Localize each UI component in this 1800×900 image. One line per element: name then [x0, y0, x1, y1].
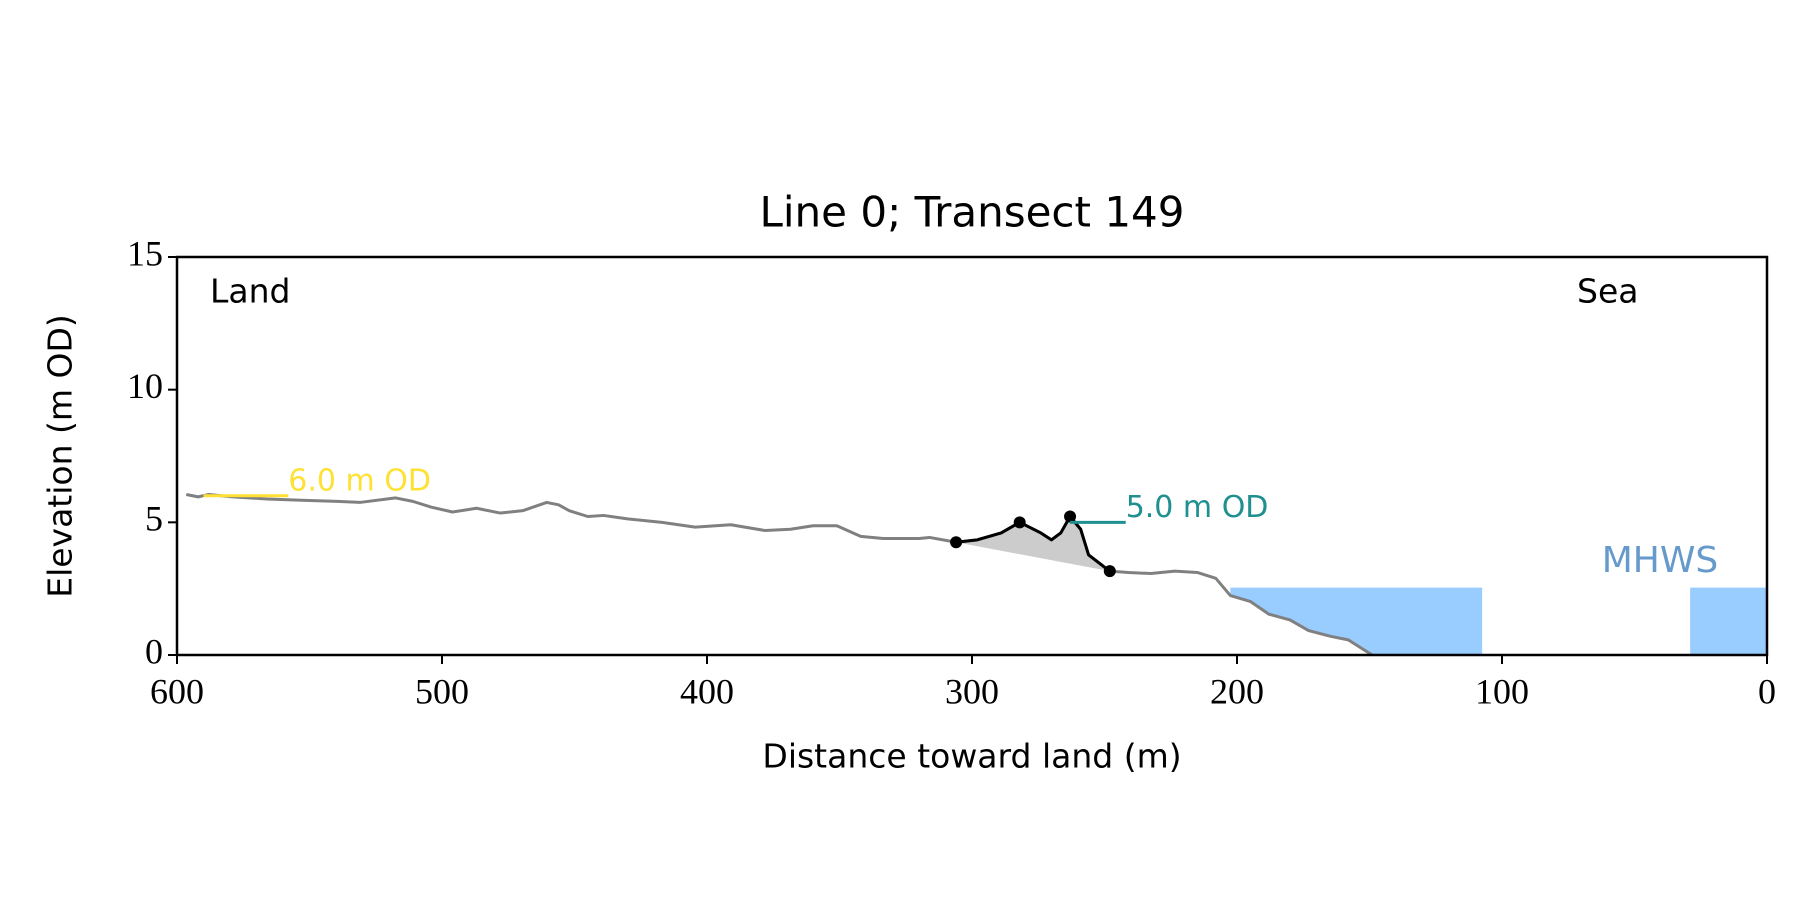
y-tick-label: 15 [127, 233, 163, 273]
x-tick-label: 0 [1758, 671, 1776, 711]
dune-point [950, 536, 963, 549]
sea-label: Sea [1577, 272, 1638, 311]
y-tick-label: 5 [145, 499, 163, 539]
x-tick-label: 300 [945, 671, 999, 711]
dune-point [1013, 516, 1026, 529]
x-tick-label: 100 [1475, 671, 1529, 711]
x-tick-label: 200 [1210, 671, 1264, 711]
mhws-fill [1230, 587, 1483, 655]
dune-area [956, 516, 1110, 572]
x-tick-label: 600 [150, 671, 204, 711]
y-tick-label: 10 [127, 366, 163, 406]
axes-frame [175, 255, 1769, 657]
y-tick-label: 0 [145, 631, 163, 671]
mhws-fill [1690, 587, 1767, 655]
land-label: Land [210, 272, 290, 311]
dune-line [955, 514, 1111, 573]
x-tick-label: 400 [680, 671, 734, 711]
level-label: 5.0 m OD [1126, 490, 1269, 525]
dune-point [1064, 510, 1077, 523]
level-label: 6.0 m OD [288, 463, 431, 498]
x-tick-label: 500 [415, 671, 469, 711]
chart-title: Line 0; Transect 149 [759, 188, 1184, 237]
y-axis-label: Elevation (m OD) [41, 314, 80, 598]
x-axis-label: Distance toward land (m) [762, 737, 1181, 776]
mhws-label: MHWS [1602, 540, 1719, 581]
dune-point [1103, 565, 1116, 578]
profile-line [185, 492, 1373, 657]
